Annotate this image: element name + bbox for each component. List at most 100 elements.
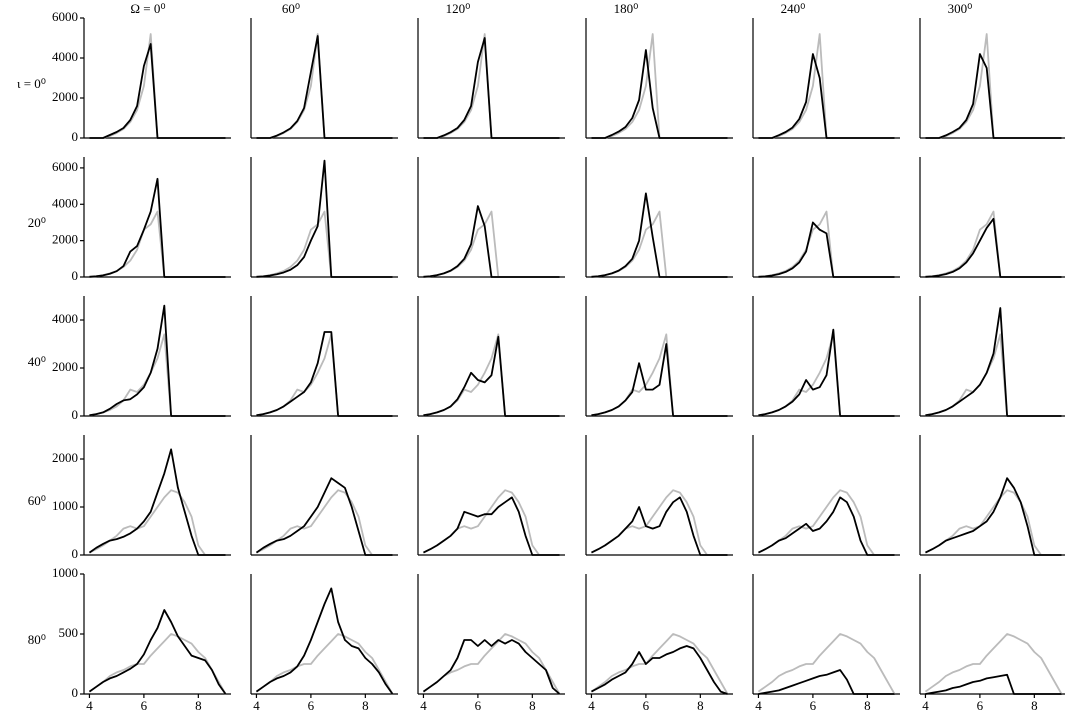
series-line xyxy=(591,49,728,139)
series-line xyxy=(423,496,560,556)
series-line xyxy=(757,633,896,695)
y-tick-label: 0 xyxy=(72,268,79,283)
x-tick-label: 4 xyxy=(588,698,595,713)
y-tick-label: 4000 xyxy=(52,195,78,210)
y-tick-label: 6000 xyxy=(52,9,78,24)
series-line xyxy=(255,477,393,556)
column-title: Ω = 0⁰ xyxy=(130,1,165,16)
series-line xyxy=(591,343,728,417)
x-tick-label: 4 xyxy=(420,698,427,713)
x-tick-label: 6 xyxy=(643,698,650,713)
column-title: 60⁰ xyxy=(282,1,300,16)
series-line xyxy=(925,489,1062,556)
series-line xyxy=(591,192,728,278)
x-tick-label: 4 xyxy=(922,698,929,713)
series-line xyxy=(88,609,227,695)
row-label: 20⁰ xyxy=(28,215,46,230)
series-line xyxy=(925,307,1062,417)
series-line xyxy=(925,33,1062,139)
series-line xyxy=(256,33,393,139)
series-line xyxy=(423,205,560,278)
series-line xyxy=(758,328,895,417)
y-tick-label: 0 xyxy=(72,546,79,561)
row-label: ι = 0⁰ xyxy=(17,76,46,91)
row-label: 60⁰ xyxy=(28,493,46,508)
x-tick-label: 8 xyxy=(195,698,202,713)
series-line xyxy=(256,159,393,278)
series-line xyxy=(89,33,226,139)
series-line xyxy=(925,217,1062,278)
y-tick-label: 2000 xyxy=(52,359,78,374)
series-line xyxy=(758,53,895,139)
series-line xyxy=(591,645,728,695)
x-tick-label: 4 xyxy=(755,698,762,713)
y-tick-label: 1000 xyxy=(52,565,78,580)
series-line xyxy=(89,210,226,278)
series-line xyxy=(590,633,729,695)
x-tick-label: 6 xyxy=(977,698,984,713)
x-tick-label: 8 xyxy=(697,698,704,713)
series-line xyxy=(758,669,895,695)
series-line xyxy=(924,633,1063,695)
series-line xyxy=(925,53,1062,139)
series-line xyxy=(89,304,226,417)
series-line xyxy=(925,333,1062,417)
series-line xyxy=(591,496,728,556)
column-title: 120⁰ xyxy=(446,1,471,16)
y-tick-label: 0 xyxy=(72,685,79,700)
y-tick-label: 500 xyxy=(59,625,79,640)
series-line xyxy=(89,489,226,556)
series-line xyxy=(255,633,394,695)
series-line xyxy=(591,489,728,556)
series-line xyxy=(88,633,227,695)
x-tick-label: 6 xyxy=(475,698,482,713)
series-line xyxy=(423,37,560,139)
x-tick-label: 6 xyxy=(810,698,817,713)
row-label: 40⁰ xyxy=(28,354,46,369)
series-line xyxy=(89,43,226,139)
series-line xyxy=(423,335,560,417)
series-line xyxy=(758,221,895,278)
y-tick-label: 2000 xyxy=(52,89,78,104)
x-tick-label: 8 xyxy=(864,698,871,713)
y-tick-label: 2000 xyxy=(52,232,78,247)
series-line xyxy=(256,489,393,556)
series-line xyxy=(256,331,393,417)
y-tick-label: 0 xyxy=(72,129,79,144)
series-line xyxy=(758,496,895,556)
series-line xyxy=(758,210,895,278)
column-title: 240⁰ xyxy=(781,1,806,16)
x-tick-label: 8 xyxy=(362,698,369,713)
x-tick-label: 4 xyxy=(253,698,260,713)
column-title: 300⁰ xyxy=(948,1,973,16)
series-line xyxy=(925,477,1062,556)
series-line xyxy=(423,210,560,278)
y-tick-label: 4000 xyxy=(52,311,78,326)
series-line xyxy=(591,33,728,139)
series-line xyxy=(925,673,1062,695)
series-line xyxy=(423,489,560,556)
series-line xyxy=(256,333,393,417)
x-tick-label: 8 xyxy=(529,698,536,713)
series-line xyxy=(422,639,561,695)
y-tick-label: 2000 xyxy=(52,450,78,465)
series-line xyxy=(89,177,226,278)
x-tick-label: 8 xyxy=(1031,698,1038,713)
y-tick-label: 1000 xyxy=(52,498,78,513)
x-tick-label: 6 xyxy=(141,698,148,713)
series-line xyxy=(758,33,895,139)
y-tick-label: 0 xyxy=(72,407,79,422)
y-tick-label: 4000 xyxy=(52,49,78,64)
column-title: 180⁰ xyxy=(614,1,639,16)
series-line xyxy=(591,333,728,417)
x-tick-label: 4 xyxy=(86,698,93,713)
x-tick-label: 6 xyxy=(308,698,315,713)
series-line xyxy=(256,210,393,278)
series-line xyxy=(591,210,728,278)
y-tick-label: 6000 xyxy=(52,159,78,174)
series-line xyxy=(423,33,560,139)
series-line xyxy=(256,35,393,139)
series-line xyxy=(88,448,226,556)
